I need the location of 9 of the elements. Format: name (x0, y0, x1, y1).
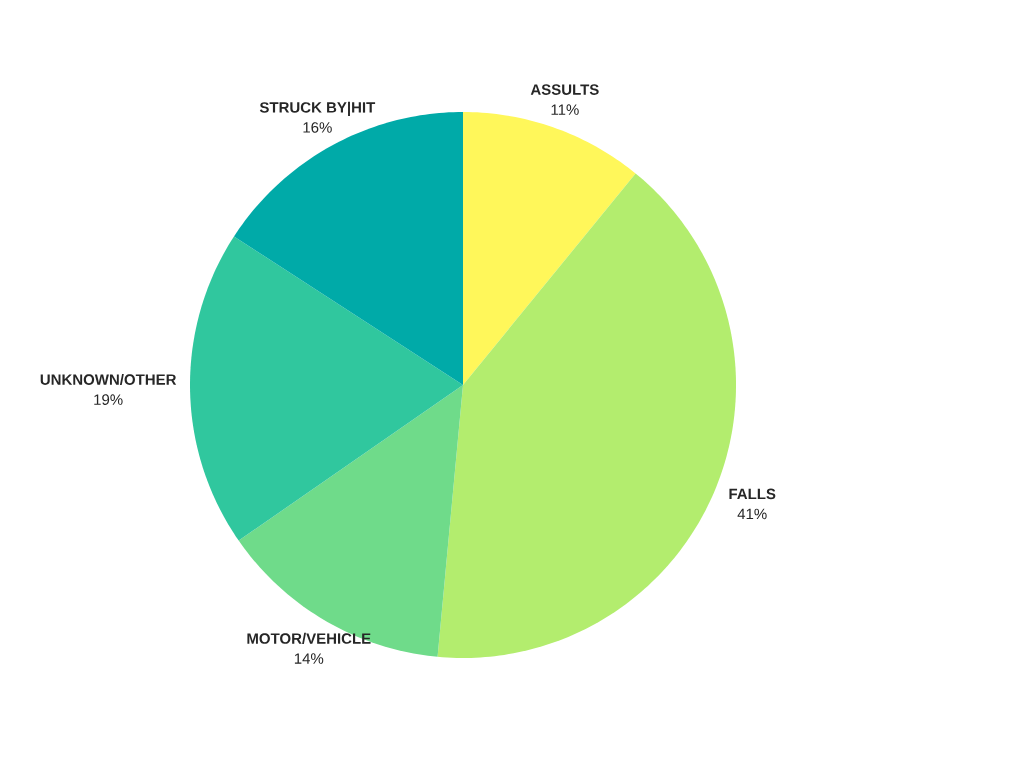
data-label: 41% (737, 508, 767, 520)
data-label: 19% (94, 394, 123, 405)
slice-label: FALLS (729, 488, 776, 500)
data-label: 11% (551, 104, 579, 115)
data-label: 14% (294, 653, 324, 664)
data-label: 16% (303, 122, 332, 133)
slice-label: ASSULTS (530, 84, 599, 95)
slice-label: STRUCK BY|HIT (259, 101, 376, 116)
slice-label: UNKNOWN/OTHER (40, 373, 177, 386)
